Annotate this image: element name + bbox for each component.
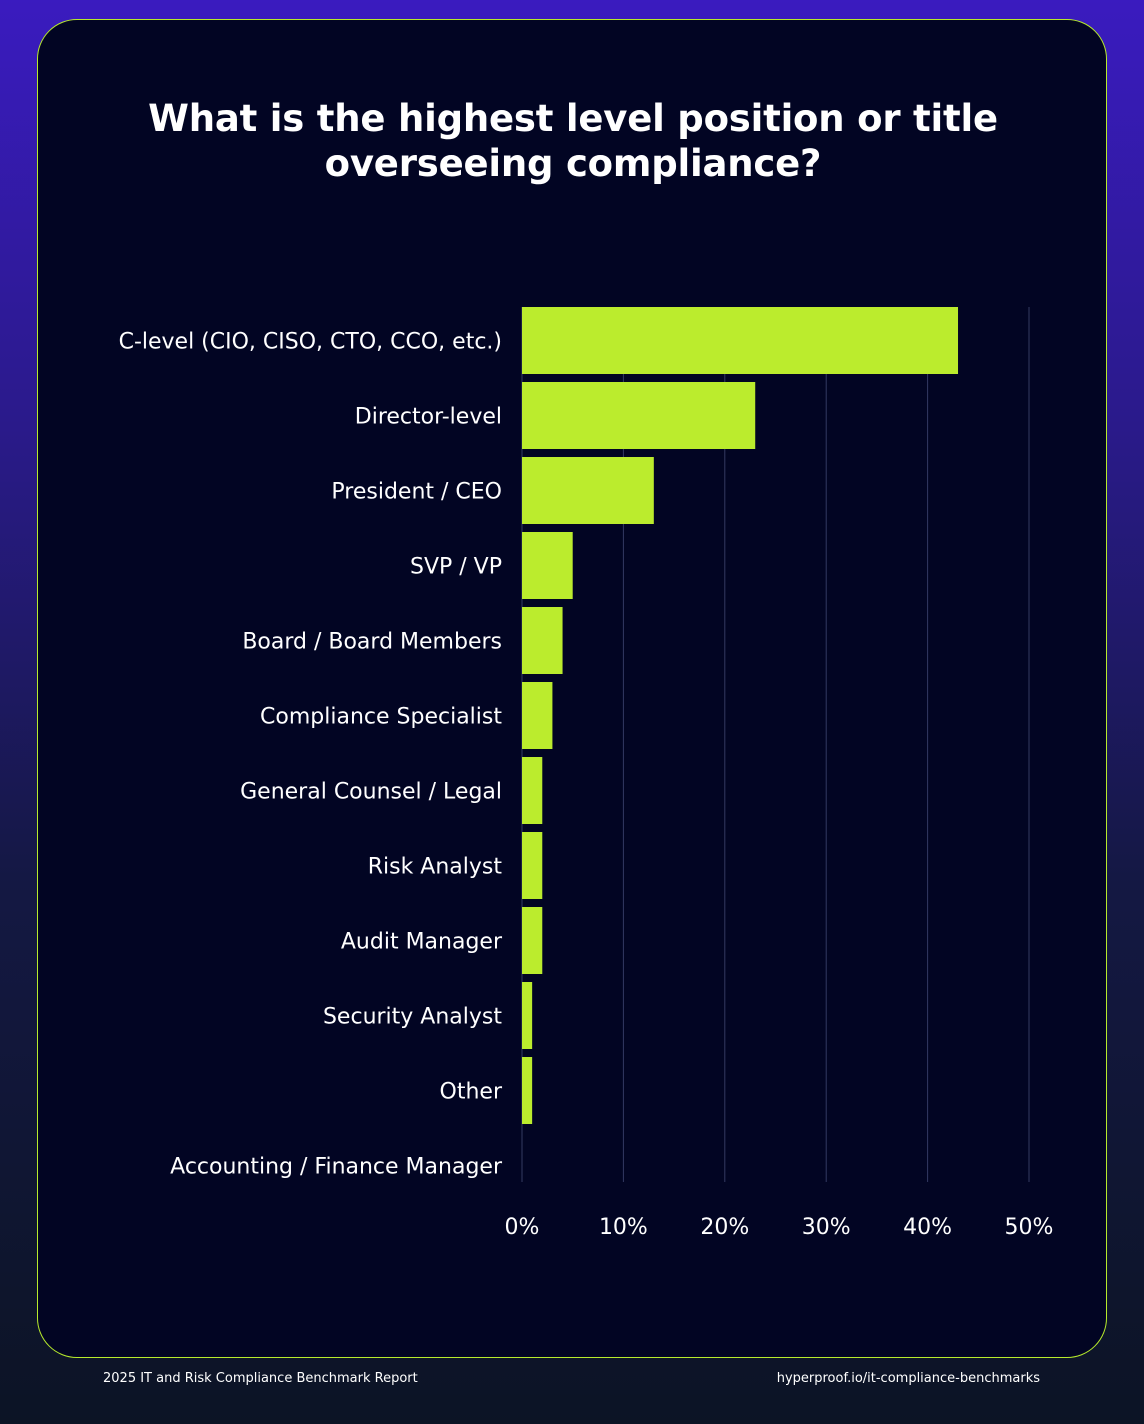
x-tick-label: 0% xyxy=(505,1215,540,1240)
category-label: Risk Analyst xyxy=(368,855,503,880)
x-tick-label: 50% xyxy=(1005,1215,1054,1240)
category-label: SVP / VP xyxy=(410,555,502,580)
chart-card: What is the highest level position or ti… xyxy=(37,19,1107,1358)
category-label: Director-level xyxy=(355,405,502,430)
chart-title-line-2: overseeing compliance? xyxy=(324,142,822,185)
x-axis-tick-labels: 0% 10% 20% 30% 40% 50% xyxy=(505,1215,1054,1240)
category-label: President / CEO xyxy=(331,480,502,505)
bar xyxy=(522,1057,533,1124)
bars xyxy=(522,307,959,1124)
category-label: Board / Board Members xyxy=(242,630,502,655)
bar xyxy=(522,382,756,449)
chart-title: What is the highest level position or ti… xyxy=(38,96,1106,186)
category-label: Compliance Specialist xyxy=(260,705,502,730)
category-labels: C-level (CIO, CISO, CTO, CCO, etc.) Direc… xyxy=(119,330,503,1180)
category-label: C-level (CIO, CISO, CTO, CCO, etc.) xyxy=(119,330,502,355)
footer-url[interactable]: hyperproof.io/it-compliance-benchmarks xyxy=(776,1371,1040,1386)
x-tick-label: 20% xyxy=(700,1215,749,1240)
x-tick-label: 40% xyxy=(903,1215,952,1240)
bar xyxy=(522,682,553,749)
category-label: General Counsel / Legal xyxy=(240,780,502,805)
category-label: Accounting / Finance Manager xyxy=(170,1155,503,1180)
bar xyxy=(522,982,533,1049)
category-label: Other xyxy=(440,1080,503,1105)
x-tick-label: 30% xyxy=(802,1215,851,1240)
bar xyxy=(522,307,959,374)
bar xyxy=(522,532,573,599)
category-label: Security Analyst xyxy=(323,1005,502,1030)
bar-chart: C-level (CIO, CISO, CTO, CCO, etc.) Direc… xyxy=(119,307,1054,1240)
x-tick-label: 10% xyxy=(599,1215,648,1240)
bar xyxy=(522,757,543,824)
bar xyxy=(522,907,543,974)
chart-title-line-1: What is the highest level position or ti… xyxy=(148,97,998,140)
footer-report-name: 2025 IT and Risk Compliance Benchmark Re… xyxy=(103,1371,418,1386)
category-label: Audit Manager xyxy=(341,930,503,955)
bar xyxy=(522,607,563,674)
bar xyxy=(522,832,543,899)
bar xyxy=(522,457,654,524)
